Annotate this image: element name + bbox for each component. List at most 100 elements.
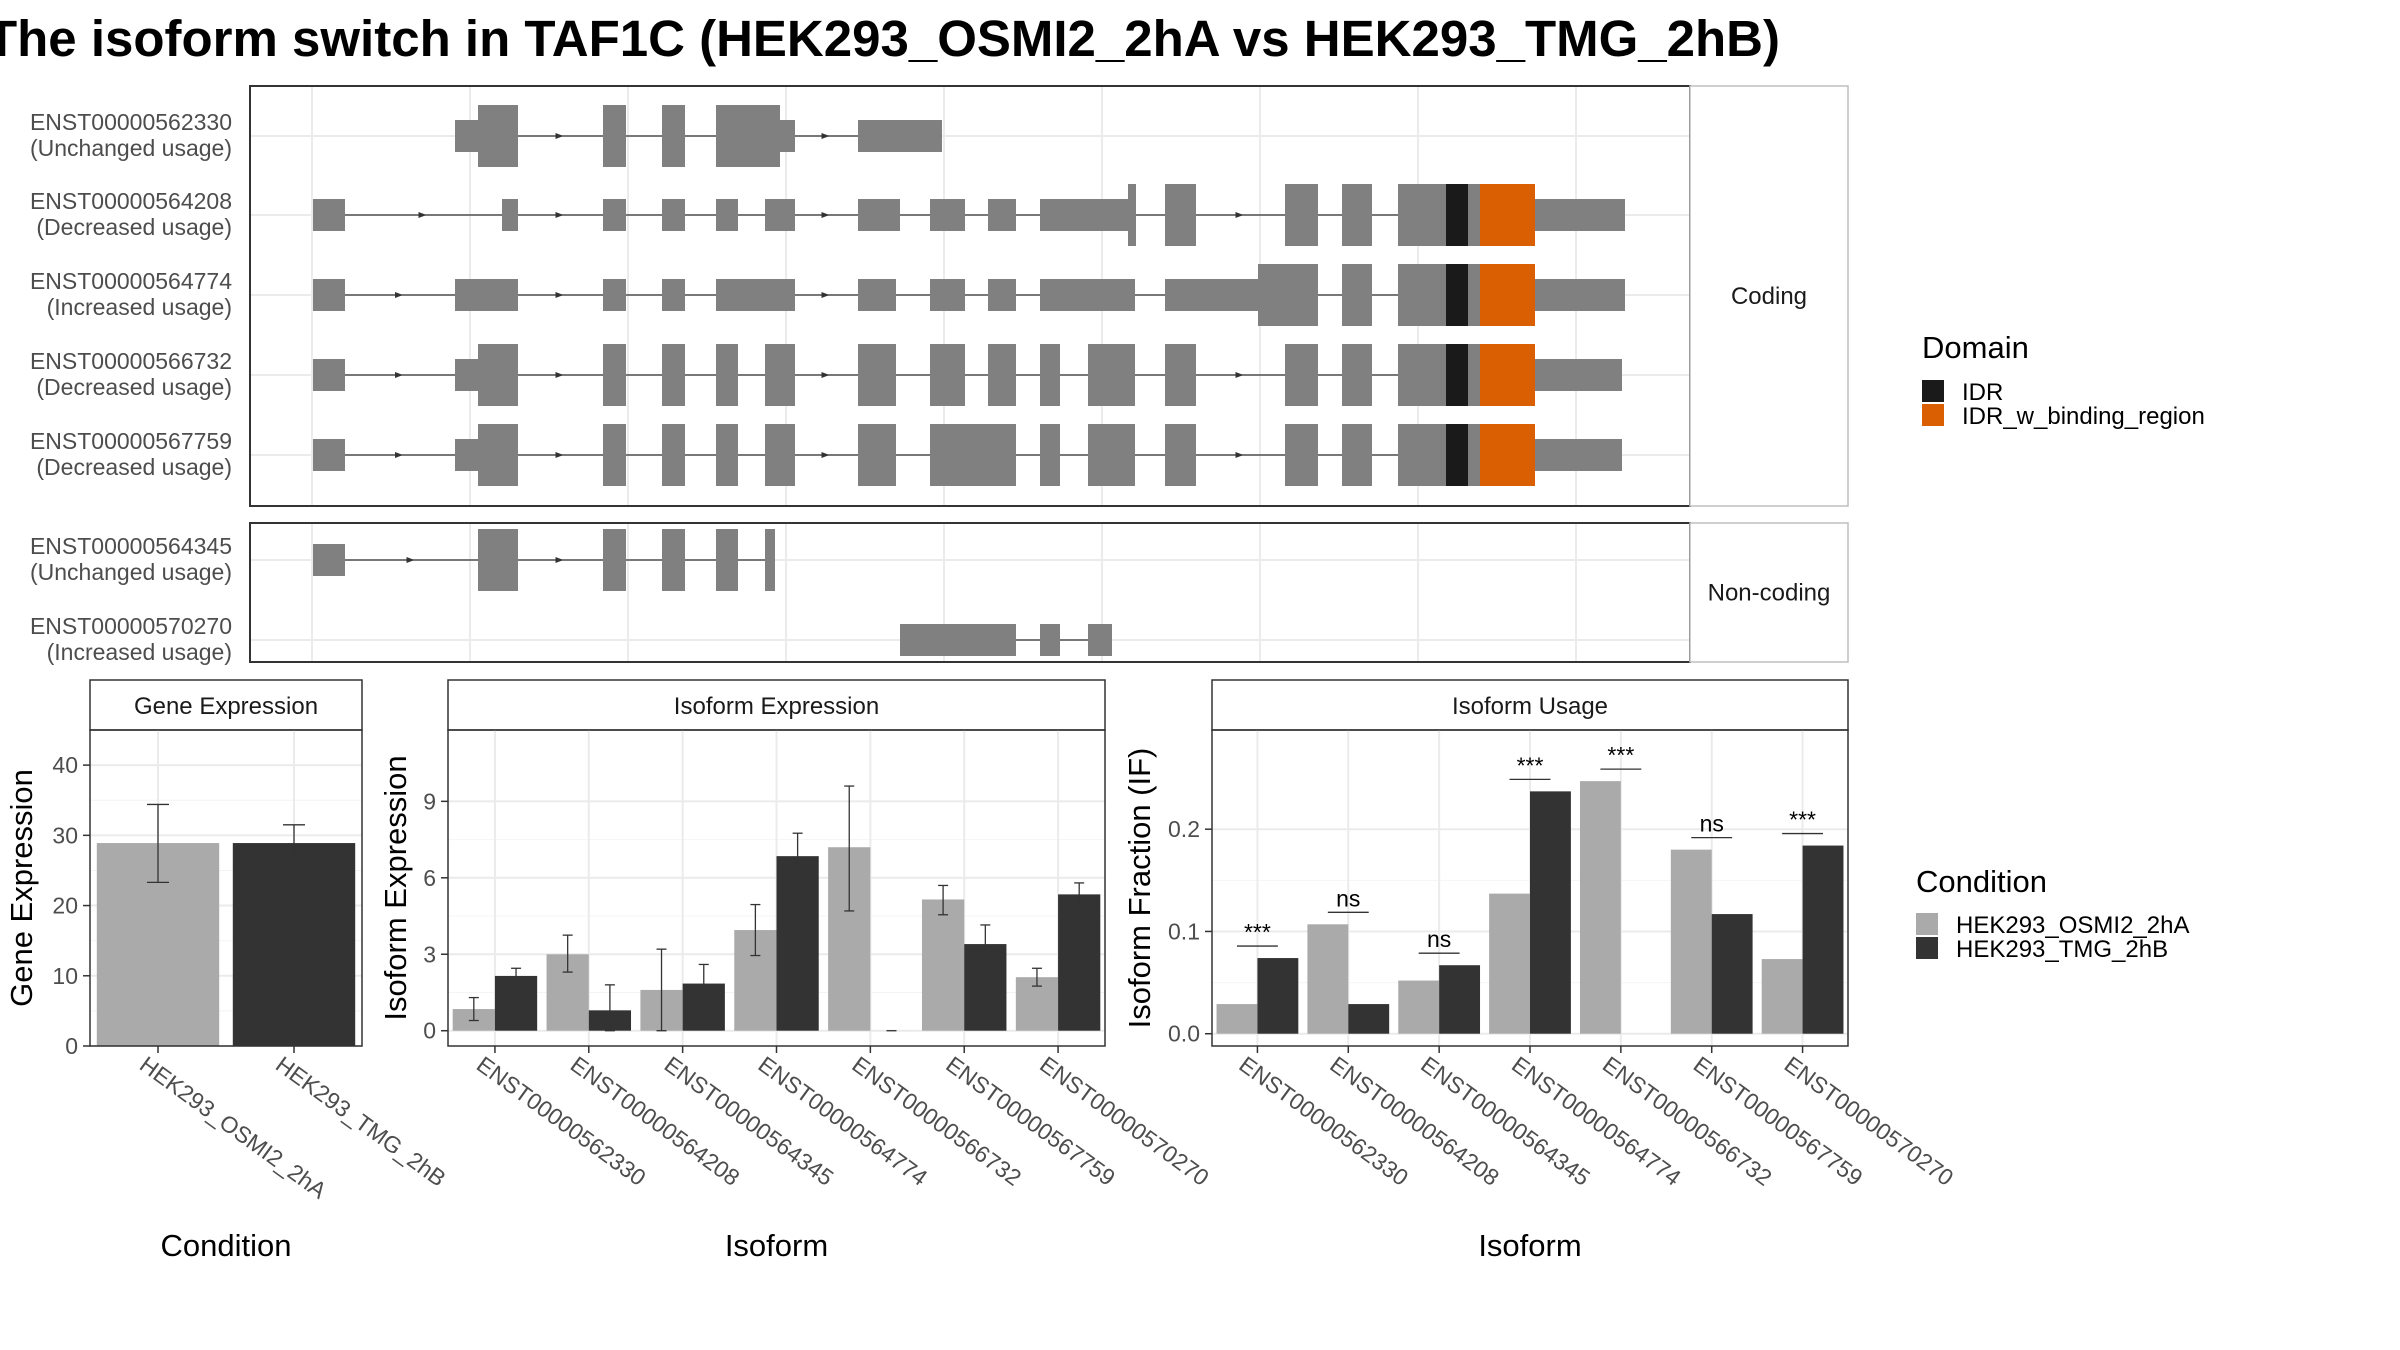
transcript-row: ENST00000566732(Decreased usage) [30, 344, 1622, 406]
exon [1535, 359, 1622, 391]
exon [988, 199, 1016, 231]
exon [1088, 424, 1135, 486]
bar [1398, 980, 1440, 1034]
exon [765, 424, 795, 486]
transcript-usage-label: (Unchanged usage) [30, 135, 232, 161]
idr-binding-domain [1480, 264, 1535, 326]
exon [1040, 624, 1060, 656]
bar [1489, 893, 1530, 1034]
chart-title: Isoform Usage [1452, 693, 1608, 720]
y-tick-label: 0.2 [1168, 816, 1200, 842]
intron-direction-arrow [555, 292, 564, 298]
bar [1348, 1004, 1390, 1034]
exon [1165, 184, 1196, 246]
x-tick-label: ENST00000570270 [1035, 1051, 1214, 1191]
exon [1342, 264, 1372, 326]
exon [313, 359, 345, 391]
exon [765, 344, 795, 406]
exon [1165, 344, 1196, 406]
exon [313, 544, 345, 576]
idr-domain [1446, 344, 1468, 406]
exon [930, 344, 965, 406]
y-tick-label: 6 [423, 865, 436, 891]
condition-legend-title: Condition [1916, 864, 2047, 899]
idr-binding-domain [1480, 424, 1535, 486]
exon [662, 279, 685, 311]
exon [716, 105, 780, 167]
chart-strip [1211, 679, 1849, 731]
exon [1040, 279, 1135, 311]
exon [1535, 439, 1622, 471]
exon [1285, 424, 1318, 486]
transcript-usage-label: (Decreased usage) [36, 374, 232, 400]
intron-direction-arrow [1235, 372, 1244, 378]
significance-label: ns [1700, 811, 1724, 837]
exon [1398, 184, 1446, 246]
intron-direction-arrow [821, 372, 830, 378]
exon [1468, 184, 1480, 246]
x-tick-label: ENST00000564774 [754, 1051, 933, 1191]
exon [478, 424, 518, 486]
transcript-id-label: ENST00000566732 [30, 348, 232, 374]
y-tick-label: 20 [52, 893, 78, 919]
intron-direction-arrow [555, 452, 564, 458]
chart-strip [447, 679, 1106, 731]
transcript-row: ENST00000564345(Unchanged usage) [30, 529, 775, 591]
bar [232, 843, 356, 1046]
transcript-usage-label: (Unchanged usage) [30, 559, 232, 585]
exon [1342, 344, 1372, 406]
y-tick-label: 0 [423, 1018, 436, 1044]
exon [858, 120, 942, 152]
domain-legend-title: Domain [1922, 330, 2029, 365]
exon [1285, 344, 1318, 406]
legend-label-cond2: HEK293_TMG_2hB [1956, 936, 2168, 963]
exon [765, 199, 795, 231]
transcript-usage-label: (Increased usage) [47, 639, 232, 665]
bar [776, 856, 819, 1031]
bar [1216, 1004, 1258, 1034]
intron-direction-arrow [821, 452, 830, 458]
exon [858, 424, 896, 486]
x-tick-label: ENST00000570270 [1780, 1051, 1959, 1191]
bar-charts: Gene Expression010203040HEK293_OSMI2_2hA… [4, 679, 1959, 1263]
x-tick-label: ENST00000562330 [472, 1051, 651, 1191]
exon [930, 199, 965, 231]
exon [313, 199, 345, 231]
x-tick-label: ENST00000564774 [1507, 1051, 1686, 1191]
intron-direction-arrow [395, 292, 403, 298]
transcript-usage-label: (Decreased usage) [36, 454, 232, 480]
y-tick-label: 9 [423, 788, 436, 814]
x-tick-label: ENST00000562330 [1234, 1051, 1413, 1191]
x-axis-title: Isoform [725, 1228, 828, 1263]
legend-swatch-cond1 [1916, 913, 1938, 935]
exon [1398, 344, 1446, 406]
x-tick-label: ENST00000564345 [660, 1051, 839, 1191]
chart-isoform-expression: Isoform Expression0369ENST00000562330ENS… [378, 679, 1214, 1263]
transcript-id-label: ENST00000570270 [30, 613, 232, 639]
bar [1711, 914, 1753, 1034]
figure-title: The isoform switch in TAF1C (HEK293_OSMI… [0, 10, 1780, 67]
bar [1530, 791, 1571, 1034]
exon [455, 279, 518, 311]
exon [1468, 344, 1480, 406]
x-axis-title: Condition [161, 1228, 292, 1263]
idr-domain [1446, 424, 1468, 486]
exon [1285, 184, 1318, 246]
transcript-id-label: ENST00000564774 [30, 268, 232, 294]
intron-direction-arrow [418, 212, 427, 218]
x-axis-title: Isoform [1478, 1228, 1581, 1263]
bar [1439, 965, 1481, 1034]
exon [1398, 264, 1446, 326]
x-tick-label: ENST00000564208 [566, 1051, 745, 1191]
exon [502, 199, 518, 231]
exon [478, 529, 518, 591]
bar [1579, 781, 1621, 1034]
exon [1040, 424, 1060, 486]
exon [313, 439, 345, 471]
significance-label: *** [1789, 807, 1816, 833]
exon [1535, 279, 1625, 311]
exon [603, 105, 626, 167]
exon [716, 199, 738, 231]
